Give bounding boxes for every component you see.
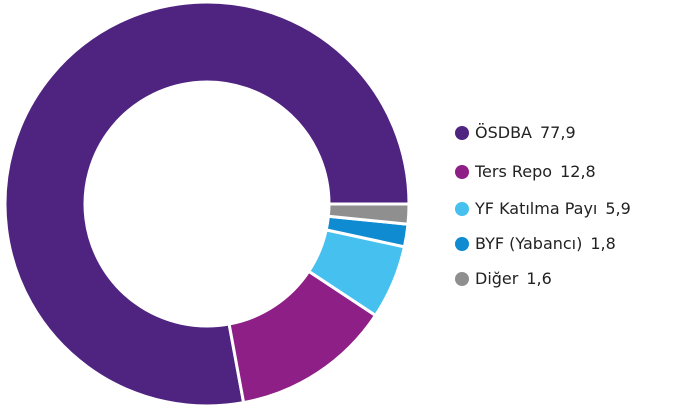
- legend-swatch: [455, 272, 469, 286]
- donut-slice: [3, 0, 411, 405]
- legend-swatch: [455, 202, 469, 216]
- legend-value: 1,8: [590, 234, 615, 253]
- legend-entry: Ters Repo 12,8: [474, 162, 596, 181]
- legend-entry: BYF (Yabancı) 1,8: [475, 234, 616, 253]
- legend-entry: ÖSDBA 77,9: [475, 123, 576, 142]
- legend-entry: Diğer 1,6: [475, 269, 552, 288]
- legend-name: ÖSDBA: [475, 123, 532, 142]
- legend-entry: YF Katılma Payı 5,9: [474, 199, 631, 218]
- donut-slice: [326, 202, 411, 226]
- legend-swatch: [455, 237, 469, 251]
- legend-value: 5,9: [605, 199, 630, 218]
- legend-name: Diğer: [475, 269, 519, 288]
- legend-swatch: [455, 126, 469, 140]
- legend-value: 12,8: [560, 162, 596, 181]
- legend-name: Ters Repo: [474, 162, 552, 181]
- legend-name: BYF (Yabancı): [475, 234, 582, 253]
- legend-value: 77,9: [540, 123, 576, 142]
- legend-swatch: [455, 165, 469, 179]
- legend-value: 1,6: [526, 269, 551, 288]
- legend-name: YF Katılma Payı: [474, 199, 597, 218]
